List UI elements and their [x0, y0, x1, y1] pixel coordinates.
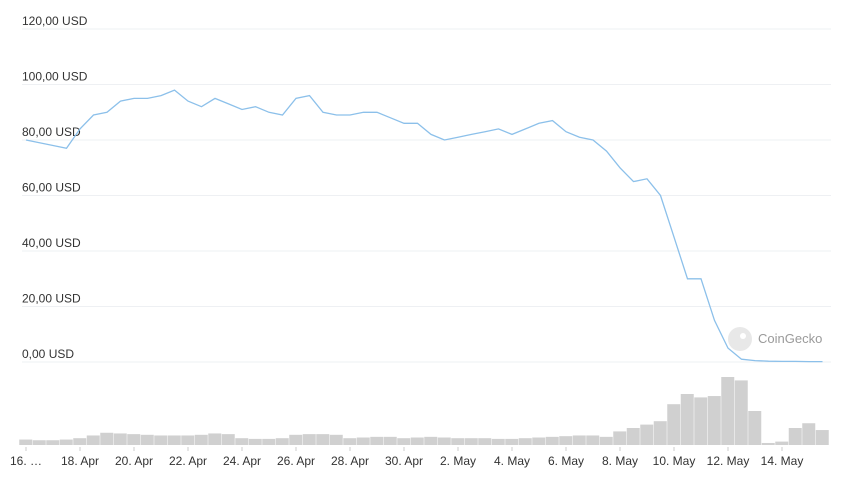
- volume-bar: [383, 436, 397, 445]
- x-tick-label: 24. Apr: [223, 454, 261, 468]
- volume-bar: [275, 438, 289, 445]
- volume-bar: [545, 436, 559, 445]
- price-line: [25, 89, 823, 363]
- volume-bar: [86, 435, 100, 445]
- x-tick-label: 20. Apr: [115, 454, 153, 468]
- volume-bar: [127, 434, 141, 445]
- volume-bar: [734, 380, 748, 445]
- volume-bar: [302, 434, 316, 445]
- x-tick-label: 12. May: [707, 454, 750, 468]
- volume-bar: [410, 437, 424, 445]
- volume-bar: [518, 438, 532, 445]
- x-tick-label: 4. May: [494, 454, 530, 468]
- volume-bar: [815, 430, 829, 445]
- volume-bar: [221, 434, 235, 445]
- volume-bar: [32, 440, 46, 445]
- y-tick-label: 0,00 USD: [22, 347, 74, 361]
- volume-bar: [586, 435, 600, 445]
- x-tick-label: 18. Apr: [61, 454, 99, 468]
- volume-bar: [640, 424, 654, 445]
- y-tick-label: 120,00 USD: [22, 14, 88, 28]
- volume-bar: [59, 439, 73, 445]
- volume-bar: [802, 423, 816, 445]
- x-tick-label: 10. May: [653, 454, 696, 468]
- volume-bar: [694, 397, 708, 445]
- volume-bar: [707, 396, 721, 445]
- volume-bar: [748, 411, 762, 445]
- x-tick-label: 16. …: [10, 454, 42, 468]
- volume-bar: [46, 440, 60, 445]
- volume-bar: [397, 438, 411, 445]
- y-tick-label: 40,00 USD: [22, 236, 81, 250]
- volume-bar: [370, 436, 384, 445]
- volume-bar: [167, 435, 181, 445]
- volume-bar: [289, 434, 303, 445]
- volume-bar: [424, 436, 438, 445]
- volume-bar: [613, 431, 627, 445]
- volume-bar: [194, 434, 208, 445]
- volume-bar: [356, 437, 370, 445]
- volume-bar: [262, 438, 276, 445]
- volume-bar: [599, 436, 613, 445]
- volume-bar: [532, 437, 546, 445]
- volume-bar: [154, 435, 168, 445]
- volume-bar: [653, 421, 667, 445]
- y-tick-label: 80,00 USD: [22, 125, 81, 139]
- volume-bar: [761, 442, 775, 445]
- x-tick-label: 28. Apr: [331, 454, 369, 468]
- volume-bar: [73, 438, 87, 445]
- volume-bar: [113, 433, 127, 445]
- volume-bar: [572, 435, 586, 445]
- volume-bar: [248, 438, 262, 445]
- x-tick-label: 22. Apr: [169, 454, 207, 468]
- watermark: CoinGecko: [758, 331, 822, 346]
- volume-bar: [775, 441, 789, 445]
- volume-bar: [140, 434, 154, 445]
- volume-bar: [235, 438, 249, 445]
- volume-bar: [343, 438, 357, 445]
- volume-bar: [464, 438, 478, 445]
- volume-bar: [721, 377, 735, 445]
- x-tick-label: 30. Apr: [385, 454, 423, 468]
- y-tick-label: 100,00 USD: [22, 70, 88, 84]
- volume-bar: [478, 438, 492, 445]
- volume-bar: [491, 438, 505, 445]
- volume-bar: [559, 436, 573, 445]
- volume-bar: [19, 439, 33, 445]
- y-tick-label: 20,00 USD: [22, 292, 81, 306]
- volume-bar: [316, 434, 330, 445]
- volume-bar: [437, 437, 451, 445]
- volume-bar: [505, 438, 519, 445]
- x-tick-label: 14. May: [761, 454, 804, 468]
- volume-bar: [680, 394, 694, 445]
- x-tick-label: 8. May: [602, 454, 638, 468]
- volume-bar: [788, 428, 802, 445]
- volume-bar: [451, 438, 465, 445]
- volume-bar: [100, 432, 114, 445]
- x-tick-label: 26. Apr: [277, 454, 315, 468]
- y-tick-label: 60,00 USD: [22, 181, 81, 195]
- watermark-logo: [728, 327, 752, 351]
- volume-bar: [181, 435, 195, 445]
- x-tick-label: 2. May: [440, 454, 476, 468]
- volume-bar: [626, 428, 640, 445]
- volume-bar: [208, 433, 222, 445]
- volume-bar: [667, 404, 681, 445]
- volume-bar: [329, 434, 343, 445]
- x-tick-label: 6. May: [548, 454, 584, 468]
